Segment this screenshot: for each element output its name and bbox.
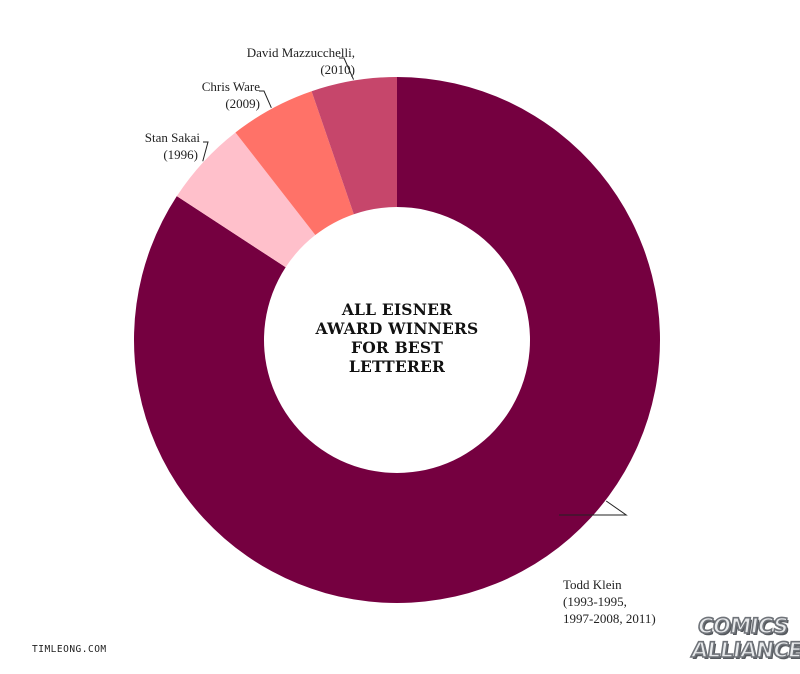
slice-label-chris-ware: Chris Ware (2009) bbox=[140, 78, 260, 112]
slice-label-line: (2009) bbox=[225, 96, 260, 111]
slice-label-line: Todd Klein bbox=[563, 577, 622, 592]
chart-title-line: ALL EISNER bbox=[341, 300, 453, 319]
slice-label-todd-klein: Todd Klein (1993-1995, 1997-2008, 2011) bbox=[563, 576, 656, 627]
pie-slice-david-mazzucchelli bbox=[311, 77, 397, 215]
leader-line-david-mazzucchelli bbox=[339, 57, 355, 80]
pie-slice-stan-sakai bbox=[176, 132, 316, 268]
slice-label-line: Stan Sakai bbox=[144, 130, 200, 145]
slice-label-line: David Mazzucchelli, bbox=[246, 45, 355, 60]
chart-title-line: FOR BEST bbox=[350, 338, 444, 357]
site-credit: TIMLEONG.COM bbox=[32, 644, 107, 655]
slice-label-stan-sakai: Stan Sakai (1996) bbox=[80, 129, 200, 163]
leader-line-stan-sakai bbox=[202, 141, 209, 162]
slice-label-david-mazzucchelli: David Mazzucchelli, (2010) bbox=[175, 44, 355, 78]
comics-alliance-logo: COMICS ALLIANCE bbox=[689, 613, 800, 666]
slice-label-line: Chris Ware bbox=[201, 79, 260, 94]
chart-title-line: LETTERER bbox=[348, 357, 446, 376]
logo-line-2: ALLIANCE bbox=[689, 637, 800, 663]
leader-line-todd-klein bbox=[559, 500, 628, 516]
pie-slice-chris-ware bbox=[235, 91, 354, 236]
chart-title-line: AWARD WINNERS bbox=[315, 319, 479, 338]
logo-line-1: COMICS bbox=[696, 613, 791, 639]
slice-label-line: (1993-1995, bbox=[563, 594, 627, 609]
leader-line-chris-ware bbox=[259, 90, 272, 109]
chart-title: ALL EISNER AWARD WINNERS FOR BEST LETTER… bbox=[297, 300, 497, 376]
slice-label-line: (1996) bbox=[163, 147, 198, 162]
slice-label-line: (2010) bbox=[320, 62, 355, 77]
slice-label-line: 1997-2008, 2011) bbox=[563, 611, 656, 626]
pie-slice-todd-klein bbox=[134, 77, 661, 603]
